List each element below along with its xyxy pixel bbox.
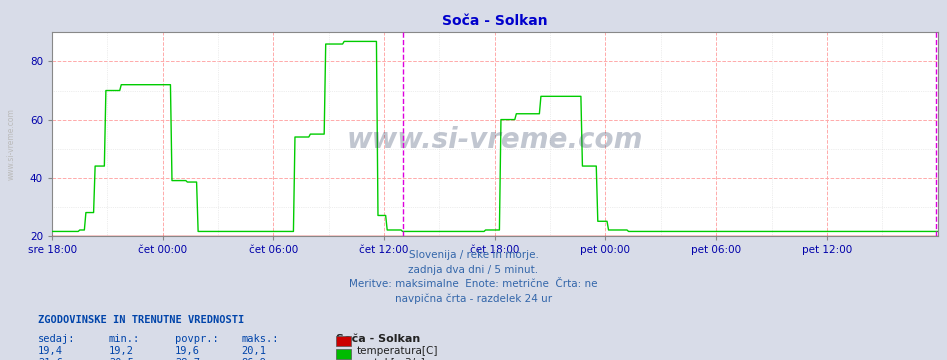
Text: 20,5: 20,5 — [109, 358, 134, 360]
Text: ZGODOVINSKE IN TRENUTNE VREDNOSTI: ZGODOVINSKE IN TRENUTNE VREDNOSTI — [38, 315, 244, 325]
Text: Meritve: maksimalne  Enote: metrične  Črta: ne: Meritve: maksimalne Enote: metrične Črta… — [349, 279, 598, 289]
Text: 86,9: 86,9 — [241, 358, 266, 360]
Text: Soča - Solkan: Soča - Solkan — [336, 334, 420, 344]
Text: www.si-vreme.com: www.si-vreme.com — [347, 126, 643, 154]
Text: 20,1: 20,1 — [241, 346, 266, 356]
Text: navpična črta - razdelek 24 ur: navpična črta - razdelek 24 ur — [395, 293, 552, 304]
Text: zadnja dva dni / 5 minut.: zadnja dva dni / 5 minut. — [408, 265, 539, 275]
Text: pretok[m3/s]: pretok[m3/s] — [357, 358, 425, 360]
Text: min.:: min.: — [109, 334, 140, 344]
Text: maks.:: maks.: — [241, 334, 279, 344]
Text: www.si-vreme.com: www.si-vreme.com — [7, 108, 16, 180]
Text: 28,7: 28,7 — [175, 358, 200, 360]
Text: Slovenija / reke in morje.: Slovenija / reke in morje. — [408, 250, 539, 260]
Text: povpr.:: povpr.: — [175, 334, 219, 344]
Text: sedaj:: sedaj: — [38, 334, 76, 344]
Title: Soča - Solkan: Soča - Solkan — [442, 14, 547, 28]
Text: 19,6: 19,6 — [175, 346, 200, 356]
Text: 21,6: 21,6 — [38, 358, 63, 360]
Text: temperatura[C]: temperatura[C] — [357, 346, 438, 356]
Text: 19,2: 19,2 — [109, 346, 134, 356]
Text: 19,4: 19,4 — [38, 346, 63, 356]
